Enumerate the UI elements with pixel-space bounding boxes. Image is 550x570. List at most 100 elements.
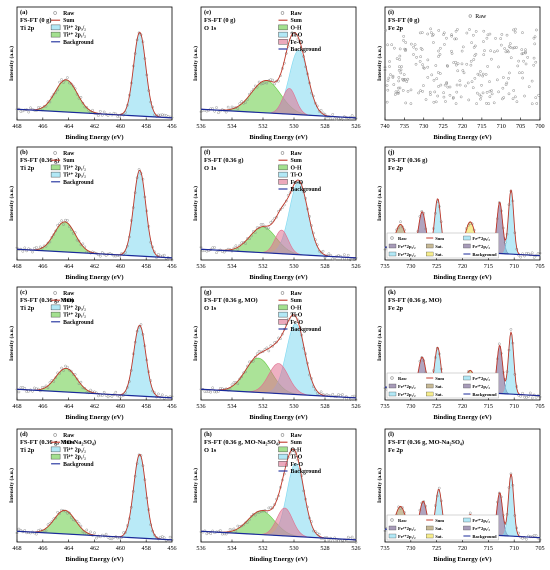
x-tick-label: 730	[406, 403, 415, 410]
legend-marker-raw	[468, 14, 472, 18]
raw-point	[199, 245, 203, 249]
raw-point	[437, 49, 440, 53]
y-axis-label: Intensity (a.u.)	[192, 468, 199, 503]
raw-point	[66, 365, 69, 369]
raw-point	[331, 392, 335, 396]
raw-point	[253, 231, 257, 234]
raw-point	[267, 226, 271, 230]
raw-point	[454, 29, 458, 33]
raw-point	[478, 73, 481, 77]
raw-point	[213, 390, 216, 394]
legend-label: Ti⁴⁺ 2p₁/₂	[63, 454, 86, 461]
x-tick-label: 464	[64, 123, 73, 130]
panel-element: Fe 2p	[388, 305, 404, 312]
panel-sample: FS-FT (0 g)	[388, 17, 419, 24]
x-tick-label: 534	[227, 403, 236, 410]
raw-point	[523, 94, 526, 98]
panel-sample: FS-FT (0.36 g, MO-Na₂SO₄)	[388, 439, 464, 446]
raw-point	[319, 108, 323, 112]
raw-point	[534, 534, 538, 537]
raw-point	[485, 36, 489, 40]
legend-label: Raw	[63, 433, 75, 439]
raw-point	[469, 59, 473, 63]
raw-point	[470, 80, 474, 84]
raw-point	[479, 70, 482, 73]
x-tick-label: 534	[227, 123, 236, 130]
legend-label: Background	[291, 187, 322, 193]
legend-marker	[426, 243, 434, 249]
raw-point	[459, 95, 463, 99]
x-tick-label: 460	[116, 123, 125, 130]
raw-point	[296, 181, 300, 184]
raw-point	[350, 535, 354, 539]
raw-point	[166, 540, 170, 543]
y-axis-label: Intensity (a.u.)	[376, 468, 383, 503]
raw-point	[393, 46, 396, 50]
raw-point	[414, 62, 418, 66]
raw-point	[60, 219, 63, 223]
legend-label: Sum	[435, 518, 444, 523]
raw-point	[398, 47, 402, 51]
raw-point	[452, 96, 455, 99]
raw-point	[520, 48, 524, 52]
raw-point	[102, 390, 106, 394]
raw-point	[438, 53, 442, 56]
raw-point	[487, 102, 491, 106]
raw-point	[232, 381, 236, 384]
raw-point	[406, 89, 410, 93]
raw-point	[69, 369, 73, 373]
panel-sample: FS-FT (0 g)	[20, 17, 51, 24]
raw-point	[534, 96, 538, 100]
raw-point	[29, 106, 32, 110]
legend-box	[386, 232, 499, 259]
raw-point	[56, 223, 60, 227]
panel-label: (i)	[388, 9, 394, 16]
raw-point	[409, 102, 413, 106]
raw-point	[439, 46, 442, 50]
legend-label: Sum	[63, 298, 74, 304]
raw-point	[162, 253, 166, 257]
raw-point	[106, 395, 110, 399]
legend-label: Ti⁴⁺ 2p₁/₂	[63, 164, 86, 171]
raw-point	[507, 50, 510, 54]
raw-point	[271, 78, 275, 82]
raw-point	[415, 55, 418, 59]
raw-point	[478, 93, 482, 97]
x-tick-label: 526	[351, 545, 360, 552]
raw-point	[483, 49, 486, 53]
legend: Raw Fe³⁺2p₃/₂ Fe²⁺2p₁/₂ Sum Sat. Sat. Fe²⁺2p₃/…	[386, 372, 499, 399]
raw-point	[472, 58, 476, 61]
raw-point	[410, 42, 413, 46]
x-axis-label: Binding Energy (eV)	[433, 414, 491, 421]
raw-point	[458, 83, 462, 87]
legend-label: Raw	[475, 14, 487, 20]
raw-point	[19, 386, 23, 389]
raw-point	[485, 101, 488, 105]
legend-marker	[278, 304, 288, 311]
x-axis-label: Binding Energy (eV)	[65, 134, 123, 141]
x-tick-label: 468	[12, 545, 21, 552]
x-tick-label: 464	[64, 263, 73, 270]
legend-box	[386, 372, 499, 399]
raw-point	[482, 29, 486, 33]
raw-point	[482, 40, 485, 43]
raw-point	[521, 52, 525, 55]
x-tick-label: 705	[535, 545, 544, 552]
raw-point	[399, 68, 403, 72]
raw-point	[515, 100, 519, 104]
legend-marker	[50, 453, 61, 460]
raw-point	[513, 30, 517, 34]
x-tick-label: 715	[484, 403, 493, 410]
x-tick-label: 458	[142, 545, 151, 552]
panel-i: 740 735 730 725 720 715 710 705 700 Binding Energ…	[376, 6, 545, 141]
raw-point	[275, 79, 278, 83]
panel-j: 735 730 725 720 715 710 705 Binding Energy (eV)…	[376, 146, 545, 281]
raw-point	[386, 79, 390, 82]
panel-l: 735 730 725 720 715 710 705 Binding Energy (eV)…	[376, 428, 545, 563]
raw-point	[290, 312, 294, 316]
legend-label: Raw	[398, 376, 408, 381]
raw-point	[211, 246, 214, 250]
raw-point	[273, 82, 276, 86]
legend-marker	[278, 461, 288, 467]
legend-marker	[280, 151, 285, 155]
